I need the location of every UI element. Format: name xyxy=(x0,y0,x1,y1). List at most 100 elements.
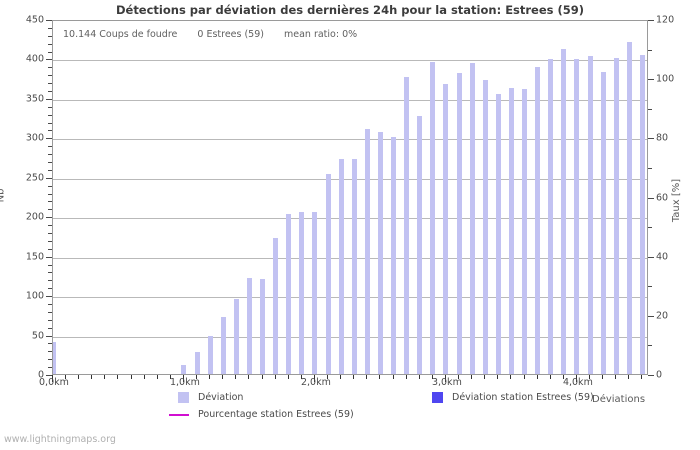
bar xyxy=(417,116,423,374)
bar xyxy=(456,73,462,374)
y-axis-tick-left xyxy=(48,91,52,92)
y-axis-tick-right xyxy=(648,227,652,229)
y-axis-tick-left xyxy=(48,264,52,266)
y-axis-title-left: Nb xyxy=(0,188,7,203)
x-axis-tick xyxy=(196,375,198,379)
y-axis-tick-right xyxy=(648,315,654,317)
y-axis-tick-left xyxy=(48,67,52,69)
bar xyxy=(351,159,357,374)
bar xyxy=(522,89,528,374)
x-axis-tick xyxy=(405,375,407,379)
y-axis-tick-right xyxy=(648,256,654,258)
x-axis-tick xyxy=(235,375,237,379)
chart-title: Détections par déviation des dernières 2… xyxy=(115,3,585,17)
y-axis-tick-left xyxy=(48,367,52,369)
x-axis-tick xyxy=(484,375,486,379)
chart-legend: Déviation Déviation station Estrees (59)… xyxy=(0,392,700,428)
x-axis-tick xyxy=(602,375,604,379)
y-axis-tick-label-right: 120 xyxy=(656,14,675,26)
y-axis-tick-label-right: 80 xyxy=(656,132,669,144)
x-axis-tick xyxy=(444,375,446,382)
x-axis-tick xyxy=(379,375,381,379)
bar xyxy=(613,57,619,374)
bar xyxy=(535,67,541,374)
x-axis-tick xyxy=(589,375,591,379)
x-axis-tick-label: 2,0km xyxy=(300,377,331,388)
x-axis-tick xyxy=(575,375,577,382)
y-axis-tick-left xyxy=(46,177,52,179)
y-axis-tick-left xyxy=(46,59,52,61)
bar xyxy=(181,364,187,374)
bar xyxy=(53,342,56,374)
x-axis-tick xyxy=(340,375,342,379)
y-axis-tick-right xyxy=(648,138,654,140)
bar xyxy=(430,62,436,374)
x-axis-tick xyxy=(248,375,250,379)
subtitle-strike-count: 10.144 Coups de foudre xyxy=(63,29,178,40)
bar xyxy=(246,277,252,374)
legend-item-deviation[interactable]: Déviation xyxy=(178,392,243,403)
y-axis-tick-left xyxy=(46,335,52,337)
y-axis-tick-left xyxy=(48,359,52,361)
bar xyxy=(391,137,397,374)
x-axis-tick xyxy=(130,375,132,379)
x-axis-tick xyxy=(327,375,329,379)
bar xyxy=(574,59,580,374)
x-axis-tick xyxy=(510,375,512,379)
legend-item-station-percentage[interactable]: Pourcentage station Estrees (59) xyxy=(169,409,354,420)
watermark: www.lightningmaps.org xyxy=(4,434,116,445)
bar xyxy=(639,54,645,374)
x-axis-tick xyxy=(78,375,80,379)
y-axis-tick-right xyxy=(648,375,654,376)
y-axis-tick-left xyxy=(48,209,52,211)
x-axis-tick xyxy=(458,375,460,379)
y-axis-tick-left xyxy=(48,272,52,274)
gridline xyxy=(53,336,647,338)
y-axis-tick-left xyxy=(48,185,52,187)
gridline xyxy=(53,297,647,299)
bar xyxy=(469,63,475,374)
x-axis-tick xyxy=(261,375,263,379)
bar xyxy=(233,299,239,374)
bar xyxy=(443,84,449,374)
bar xyxy=(600,71,606,374)
y-axis-tick-left xyxy=(46,256,52,258)
x-axis-tick xyxy=(169,375,171,379)
y-axis-tick-right xyxy=(648,197,654,199)
y-axis-tick-label-left: 250 xyxy=(25,172,44,184)
bar xyxy=(299,212,305,374)
x-axis-tick xyxy=(536,375,538,379)
x-axis-tick xyxy=(143,375,145,379)
y-axis-tick-label-right: 0 xyxy=(656,369,663,381)
x-axis-tick xyxy=(628,375,630,379)
x-axis-tick xyxy=(353,375,355,379)
x-axis-tick xyxy=(392,375,394,379)
x-axis-tick xyxy=(52,375,53,382)
x-axis-tick xyxy=(104,375,106,379)
y-axis-tick-label-left: 200 xyxy=(25,211,44,223)
x-axis-tick xyxy=(300,375,302,379)
y-axis-tick-left xyxy=(46,138,52,140)
legend-item-station-deviation[interactable]: Déviation station Estrees (59) xyxy=(432,392,594,403)
y-axis-tick-right xyxy=(648,108,652,110)
y-axis-tick-left xyxy=(46,296,52,298)
y-axis-tick-left xyxy=(48,146,52,148)
y-axis-tick-label-left: 100 xyxy=(25,290,44,302)
legend-label: Pourcentage station Estrees (59) xyxy=(198,409,354,420)
x-axis-tick xyxy=(209,375,211,379)
bar xyxy=(508,88,514,374)
x-axis-tick xyxy=(549,375,551,379)
x-axis-tick xyxy=(366,375,368,379)
y-axis-tick-right xyxy=(648,167,652,169)
y-axis-tick-left xyxy=(46,20,52,21)
bar xyxy=(548,59,554,374)
bar xyxy=(260,278,266,374)
x-axis-tick xyxy=(182,375,184,382)
bar xyxy=(207,336,213,374)
y-axis-tick-left xyxy=(48,193,52,195)
bar xyxy=(312,212,318,374)
gridline xyxy=(53,139,647,141)
gridline xyxy=(53,218,647,220)
x-axis-tick xyxy=(497,375,499,379)
